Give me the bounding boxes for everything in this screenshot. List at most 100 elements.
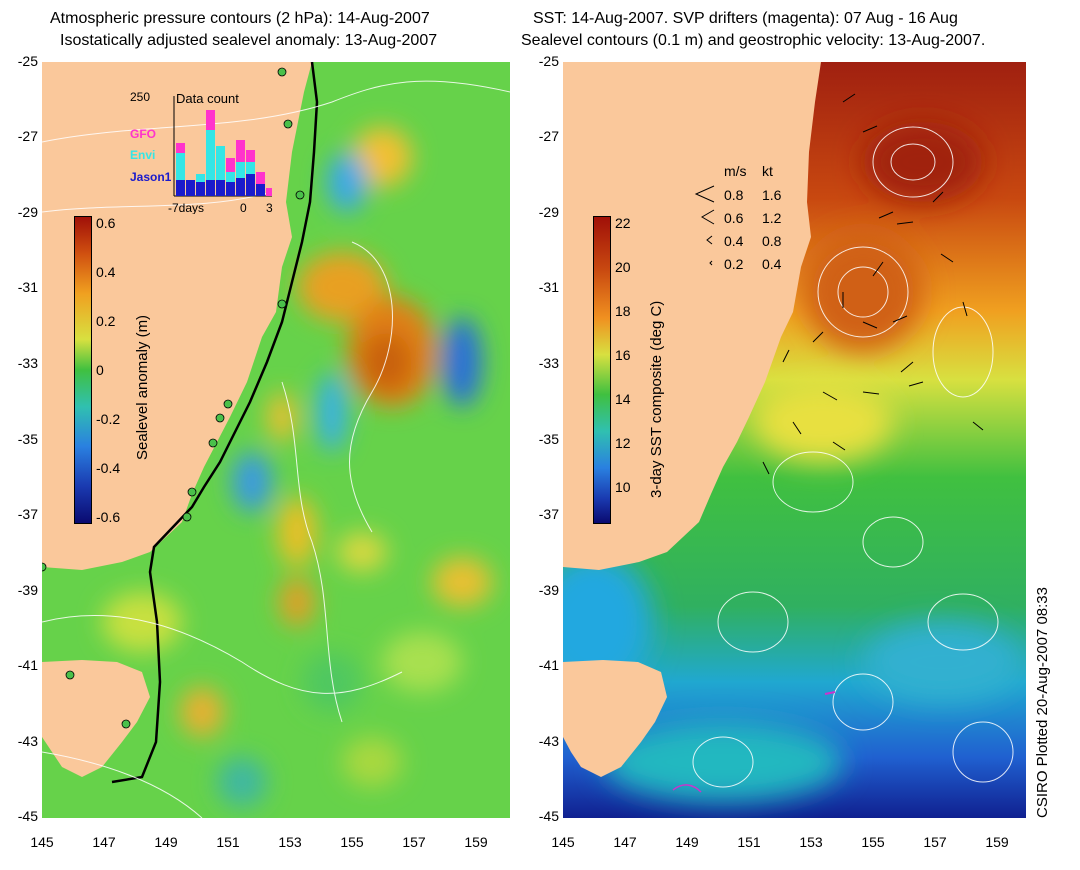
- sealevel-colorbar: [74, 216, 92, 524]
- cbar-left-tick: 0.6: [96, 215, 116, 231]
- lat-tick: -29: [538, 204, 559, 220]
- legend-row-kt: 1.6: [762, 187, 782, 203]
- lat-tick: -35: [538, 431, 559, 447]
- lat-tick: -25: [538, 53, 559, 69]
- lon-tick: 155: [861, 834, 885, 850]
- lat-tick: -39: [538, 582, 559, 598]
- lat-tick: -37: [538, 506, 559, 522]
- lat-tick: -35: [17, 431, 38, 447]
- lon-tick: 147: [92, 834, 116, 850]
- inset-legend-envi: Envi: [130, 148, 155, 162]
- lat-tick: -29: [17, 204, 38, 220]
- sst-map: [563, 62, 1026, 818]
- svp-drifter: [672, 784, 702, 793]
- lon-tick: 145: [30, 834, 54, 850]
- inset-max-label: 250: [130, 90, 150, 104]
- cbar-right-tick: 14: [615, 391, 631, 407]
- lon-tick: 149: [154, 834, 178, 850]
- cbar-right-tick: 22: [615, 215, 631, 231]
- lat-tick: -41: [538, 657, 559, 673]
- legend-row-kt: 1.2: [762, 210, 782, 226]
- velocity-legend: m/s kt 0.8 1.6 0.6 1.2 0.4 0.8 0.2 0.4: [692, 158, 802, 274]
- tasmania: [42, 660, 150, 777]
- legend-row-ms: 0.2: [724, 256, 744, 272]
- tide-gauge-stations: [42, 67, 305, 729]
- lon-tick: 157: [402, 834, 426, 850]
- sealevel-anomaly-field: [102, 127, 492, 807]
- inset-title: Data count: [176, 91, 239, 106]
- cbar-left-tick: 0.4: [96, 264, 116, 280]
- lat-tick: -37: [17, 506, 38, 522]
- lat-tick: -33: [17, 355, 38, 371]
- lon-tick: 159: [985, 834, 1009, 850]
- lat-tick: -27: [17, 128, 38, 144]
- cbar-right-tick: 16: [615, 347, 631, 363]
- legend-row-ms: 0.6: [724, 210, 744, 226]
- pressure-contours: [42, 80, 510, 818]
- inset-xlabel-end: 3: [266, 201, 273, 214]
- lat-tick: -43: [17, 733, 38, 749]
- data-count-svg: 250 Data count GFO Envi Jason1 -7days 0 …: [130, 90, 273, 215]
- lat-tick: -31: [17, 279, 38, 295]
- left-title-line2: Isostatically adjusted sealevel anomaly:…: [60, 32, 438, 49]
- lon-tick: 153: [799, 834, 823, 850]
- lon-tick: 153: [278, 834, 302, 850]
- left-title-line1: Atmospheric pressure contours (2 hPa): 1…: [50, 10, 430, 27]
- right-title-line2: Sealevel contours (0.1 m) and geostrophi…: [521, 32, 986, 49]
- cbar-right-tick: 10: [615, 479, 631, 495]
- cbar-left-tick: 0: [96, 362, 104, 378]
- legend-row-ms: 0.4: [724, 233, 744, 249]
- shelf-contour: [111, 62, 319, 784]
- cbar-right-tick: 18: [615, 303, 631, 319]
- legend-header-kt: kt: [762, 163, 773, 179]
- lat-tick: -27: [538, 128, 559, 144]
- sst-colorbar-label: 3-day SST composite (deg C): [648, 300, 665, 498]
- tasmania: [563, 660, 667, 777]
- inset-xlabel-zero: 0: [240, 201, 247, 214]
- legend-row-kt: 0.4: [762, 256, 782, 272]
- lat-tick: -43: [538, 733, 559, 749]
- cbar-left-tick: -0.4: [96, 460, 121, 476]
- sealevel-anomaly-map: [42, 62, 510, 818]
- geostrophic-velocity-arrows: [762, 93, 984, 475]
- lon-tick: 157: [923, 834, 947, 850]
- lat-tick: -45: [17, 808, 38, 824]
- cbar-left-tick: -0.6: [96, 509, 121, 525]
- cbar-right-tick: 20: [615, 259, 631, 275]
- right-title-line1: SST: 14-Aug-2007. SVP drifters (magenta)…: [533, 10, 958, 27]
- lon-tick: 159: [464, 834, 488, 850]
- inset-legend-jason1: Jason1: [130, 170, 172, 184]
- plot-credit: CSIRO Plotted 20-Aug-2007 08:33: [1034, 587, 1051, 818]
- lon-tick: 155: [340, 834, 364, 850]
- sealevel-map-svg: [42, 62, 510, 818]
- sealevel-contours: [692, 126, 1014, 788]
- australia-mainland: [563, 62, 821, 570]
- cbar-left-tick: -0.2: [96, 411, 121, 427]
- cbar-right-tick: 12: [615, 435, 631, 451]
- inset-xlabel-start: -7days: [168, 201, 204, 214]
- lon-tick: 151: [216, 834, 240, 850]
- legend-row-ms: 0.8: [724, 187, 744, 203]
- sst-map-svg: [563, 62, 1026, 818]
- inset-legend-gfo: GFO: [130, 127, 156, 141]
- data-count-inset: 250 Data count GFO Envi Jason1 -7days 0 …: [128, 88, 288, 215]
- lon-tick: 151: [737, 834, 761, 850]
- inset-bars: [176, 110, 272, 196]
- lon-tick: 145: [551, 834, 575, 850]
- legend-arrows: [694, 185, 715, 266]
- svp-drifter: [824, 691, 836, 695]
- lat-tick: -31: [538, 279, 559, 295]
- legend-row-kt: 0.8: [762, 233, 782, 249]
- lat-tick: -45: [538, 808, 559, 824]
- lat-tick: -41: [17, 657, 38, 673]
- lon-tick: 147: [613, 834, 637, 850]
- lat-tick: -39: [17, 582, 38, 598]
- sst-colorbar: [593, 216, 611, 524]
- lat-tick: -25: [17, 53, 38, 69]
- cbar-left-tick: 0.2: [96, 313, 116, 329]
- sealevel-colorbar-label: Sealevel anomaly (m): [134, 314, 151, 460]
- lon-tick: 149: [675, 834, 699, 850]
- lat-tick: -33: [538, 355, 559, 371]
- legend-header-ms: m/s: [724, 163, 747, 179]
- velocity-legend-svg: m/s kt 0.8 1.6 0.6 1.2 0.4 0.8 0.2 0.4: [694, 163, 782, 272]
